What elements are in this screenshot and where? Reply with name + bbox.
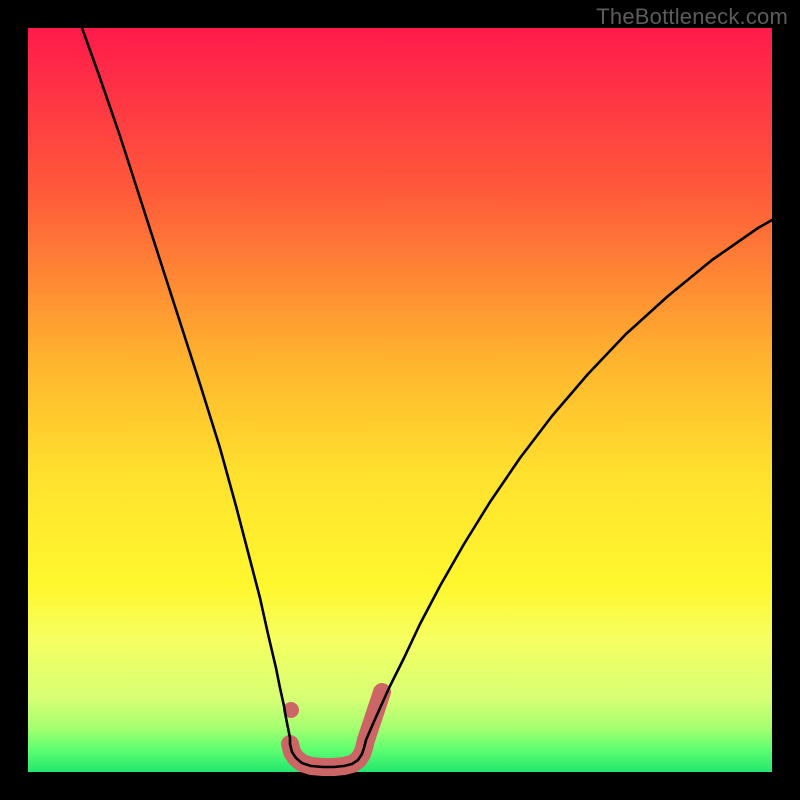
plot-area: [28, 28, 772, 772]
curve-left: [82, 28, 290, 744]
curve-svg: [28, 28, 772, 772]
watermark-text: TheBottleneck.com: [596, 4, 788, 30]
bottleneck-marker-band: [290, 692, 382, 767]
chart-frame: TheBottleneck.com: [0, 0, 800, 800]
curve-right: [366, 220, 772, 740]
